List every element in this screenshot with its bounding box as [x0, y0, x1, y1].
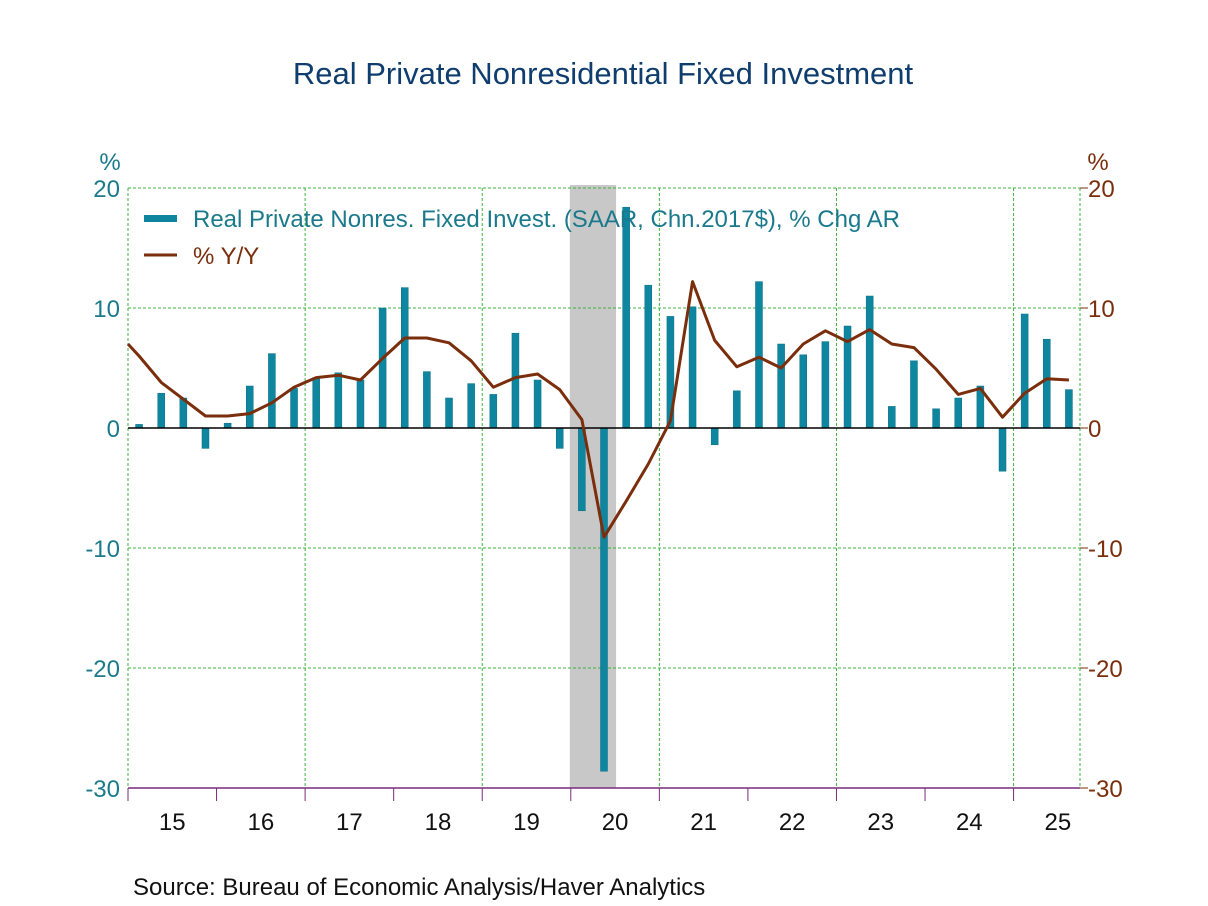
bar-2019Q4: [555, 427, 564, 449]
bar-2023Q3: [888, 406, 896, 429]
x-tick-label: 22: [779, 809, 806, 836]
legend-bar-label: Real Private Nonres. Fixed Invest. (SAAR…: [193, 206, 900, 233]
x-tick-label: 19: [513, 809, 540, 836]
x-tick-label: 16: [247, 809, 274, 836]
bar-2019Q3: [533, 379, 542, 429]
bar-2016Q3: [268, 353, 276, 429]
left-tick-label: -10: [85, 536, 120, 563]
right-tick-label: 20: [1088, 176, 1115, 203]
legend: Real Private Nonres. Fixed Invest. (SAAR…: [144, 206, 900, 270]
x-tick-label: 24: [956, 809, 983, 836]
x-tick-label: 15: [159, 809, 186, 836]
bar-2024Q1: [932, 408, 940, 429]
right-tick-label: -10: [1088, 536, 1123, 563]
bar-2016Q4: [290, 388, 298, 429]
bar-2018Q1: [400, 287, 409, 429]
legend-bar-swatch: [144, 215, 177, 222]
bar-2022Q2: [777, 343, 785, 429]
bar-2021Q4: [733, 390, 741, 429]
bar-2018Q4: [467, 383, 475, 429]
bar-2019Q2: [511, 332, 520, 429]
bar-2025Q2: [1043, 338, 1051, 429]
bar-2017Q1: [312, 377, 320, 429]
legend-line-label: % Y/Y: [193, 243, 259, 270]
bar-2015Q4: [201, 427, 210, 449]
left-tick-label: -20: [85, 656, 120, 683]
chart-title: Real Private Nonresidential Fixed Invest…: [293, 56, 914, 91]
left-tick-label: -30: [85, 776, 120, 803]
bar-2021Q3: [710, 427, 719, 446]
bar-2018Q3: [445, 397, 453, 429]
bar-2025Q3: [1065, 389, 1073, 429]
source-note: Source: Bureau of Economic Analysis/Have…: [133, 874, 705, 901]
x-tick-label: 18: [425, 809, 452, 836]
yoy-line: [126, 280, 1070, 539]
bar-2022Q1: [755, 281, 763, 429]
bar-2017Q3: [356, 379, 365, 429]
right-tick-label: -20: [1088, 656, 1123, 683]
bar-2023Q4: [910, 360, 918, 429]
axis-layer: 15 16 17 18 19 20 21 22 23 24 25 20 10 0 -10 -20 -30 20 10…: [85, 176, 1122, 836]
right-axis-unit-label: %: [1087, 149, 1108, 176]
left-tick-label: 0: [107, 416, 120, 443]
bar-2024Q4: [998, 427, 1007, 472]
bar-2018Q2: [423, 371, 431, 429]
right-tick-label: -30: [1088, 776, 1123, 803]
bar-2019Q1: [489, 394, 498, 429]
bar-2016Q2: [246, 385, 254, 429]
left-axis-unit-label: %: [99, 149, 120, 176]
bar-2025Q1: [1020, 313, 1029, 429]
x-tick-label: 23: [867, 809, 894, 836]
bar-2021Q2: [688, 306, 697, 429]
line-series-layer: [126, 280, 1070, 539]
x-tick-label: 17: [336, 809, 363, 836]
x-tick-label: 21: [690, 809, 717, 836]
left-tick-label: 10: [93, 296, 120, 323]
bar-2022Q4: [821, 341, 830, 429]
bar-2020Q2: [600, 427, 608, 772]
bar-2017Q4: [378, 307, 387, 429]
left-tick-label: 20: [93, 176, 120, 203]
bar-2022Q3: [799, 354, 808, 429]
x-tick-label: 25: [1045, 809, 1072, 836]
right-tick-label: 0: [1088, 416, 1101, 443]
right-tick-label: 10: [1088, 296, 1115, 323]
bar-2015Q2: [157, 392, 165, 429]
x-tick-label: 20: [602, 809, 629, 836]
bar-2023Q2: [865, 295, 874, 429]
bar-2017Q2: [334, 372, 343, 429]
bar-2020Q3: [622, 206, 630, 429]
bar-2020Q4: [644, 284, 653, 429]
bar-2024Q2: [954, 397, 962, 429]
